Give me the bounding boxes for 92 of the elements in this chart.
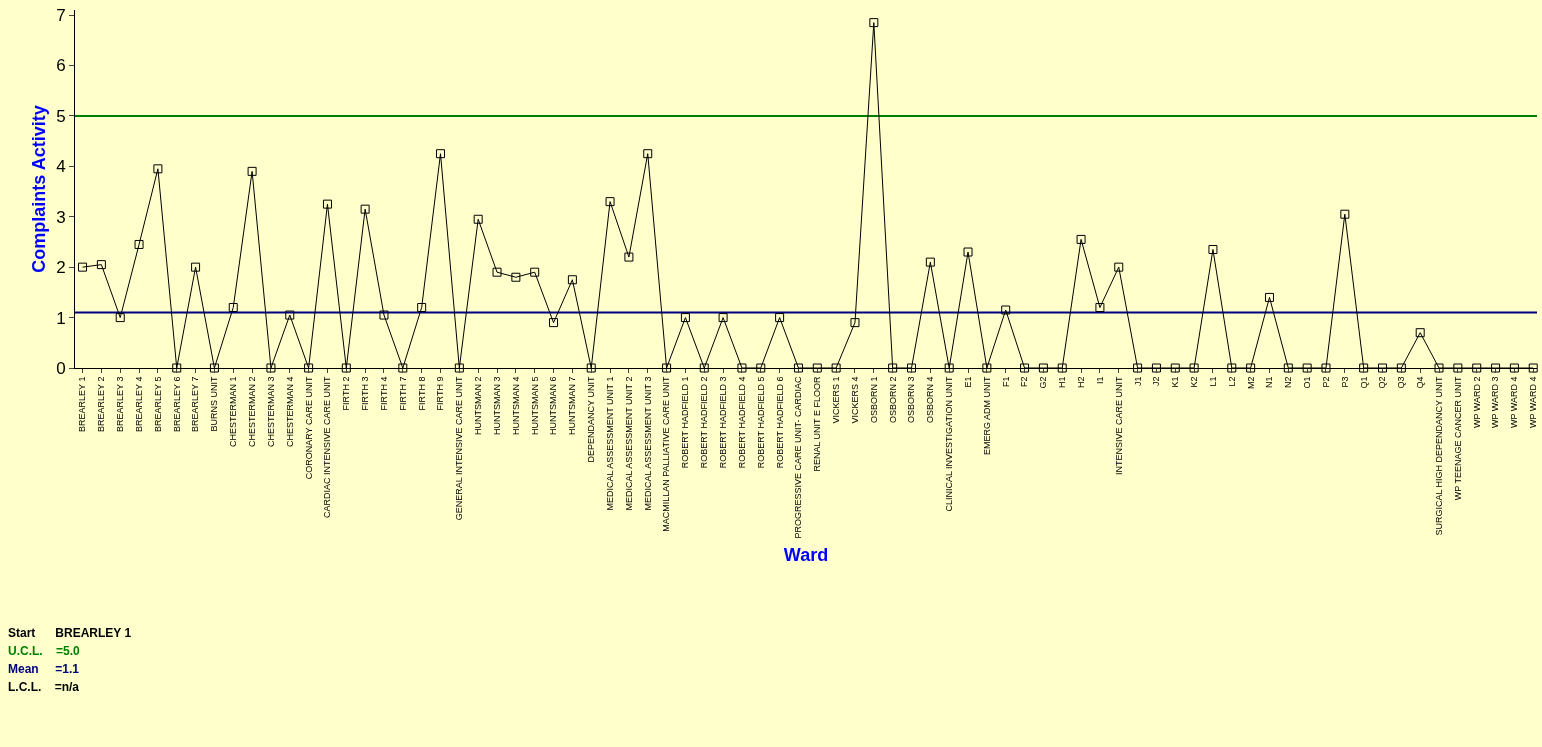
x-tick-label: MEDICAL ASSESSMENT UNIT 2 [623,376,634,511]
x-tick-label: DEPENDANCY UNIT [586,376,597,463]
x-tick-label: F2 [1019,376,1030,388]
x-tick-label: SURGICAL HIGH DEPENDANCY UNIT [1433,376,1444,536]
x-tick-label: FIRTH 7 [397,376,408,411]
x-tick-label: ROBERT HADFIELD 3 [718,376,729,469]
x-tick-label: G2 [1038,376,1049,389]
x-tick-label: GENERAL INTENSIVE CARE UNIT [454,376,465,521]
x-tick-label: HUNTSMAN 4 [510,376,521,436]
x-tick-label: INTENSIVE CARE UNIT [1113,376,1124,476]
x-tick-label: BREARLEY 5 [152,376,163,432]
x-tick-label: WP WARD 4 [1509,376,1520,429]
y-tick-label: 1 [56,308,66,328]
x-tick-label: VICKERS 4 [849,376,860,424]
x-tick-label: CHESTERMAN 2 [247,376,258,448]
x-tick-label: HUNTSMAN 3 [491,376,502,436]
x-tick-label: HUNTSMAN 2 [473,376,484,436]
x-tick-label: ROBERT HADFIELD 2 [699,376,710,469]
x-tick-label: I1 [1094,376,1105,385]
x-tick-label: L1 [1207,376,1218,387]
x-tick-label: CORONARY CARE UNIT [303,376,314,480]
x-tick-label: FIRTH 4 [378,376,389,411]
text: L.C.L. =n/a [8,680,80,694]
x-tick-label: BREARLEY 7 [190,376,201,432]
x-tick-label: MACMILLAN PALLIATIVE CARE UNIT [661,376,672,532]
x-tick-label: CHESTERMAN 1 [228,376,239,448]
x-tick-label: OSBORN 1 [868,376,879,424]
x-tick-label: H2 [1075,376,1086,389]
y-tick-label: 4 [56,157,66,177]
x-tick-label: P3 [1339,376,1350,388]
x-tick-label: FIRTH 2 [341,376,352,411]
x-tick-label: BREARLEY 3 [115,376,126,432]
x-tick-label: E1 [962,376,973,388]
x-tick-label: J2 [1151,376,1162,387]
x-tick-label: MEDICAL ASSESSMENT UNIT 3 [642,376,653,511]
x-tick-label: FIRTH 3 [360,376,371,411]
x-tick-label: BREARLEY 2 [96,376,107,432]
x-tick-label: N2 [1283,376,1294,389]
y-tick-label: 6 [56,56,66,76]
ref-line-label: Mean =1.1 [8,662,80,676]
x-tick-label: WP WARD 2 [1471,376,1482,429]
x-tick-label: K1 [1170,376,1181,388]
x-tick-label: OSBORN 2 [887,376,898,424]
x-tick-label: BREARLEY 6 [171,376,182,432]
x-tick-label: Q1 [1358,376,1369,389]
y-tick-label: 3 [56,207,66,227]
x-tick-label: CHESTERMAN 4 [284,376,295,448]
x-tick-label: M2 [1245,376,1256,390]
x-tick-label: CLINICAL INVESTIGATION UNIT [944,376,955,512]
x-tick-label: HUNTSMAN 5 [529,376,540,436]
x-axis-title: Ward [783,544,829,565]
x-tick-label: BREARLEY 1 [77,376,88,432]
x-tick-label: L2 [1226,376,1237,387]
x-tick-label: ROBERT HADFIELD 1 [680,376,691,469]
x-tick-label: Q4 [1415,376,1426,389]
x-tick-label: N1 [1264,376,1275,389]
x-tick-label: FIRTH 8 [416,376,427,411]
x-tick-label: OSBORN 3 [906,376,917,424]
x-tick-label: HUNTSMAN 7 [567,376,578,436]
y-tick-label: 7 [56,5,66,25]
x-tick-label: J1 [1132,376,1143,387]
x-tick-label: RENAL UNIT E FLOOR [812,376,823,472]
x-tick-label: BREARLEY 4 [133,376,144,432]
x-tick-label: HUNTSMAN 6 [548,376,559,436]
y-tick-label: 2 [56,258,66,278]
x-tick-label: WP WARD 4 [1528,376,1539,429]
x-tick-label: ROBERT HADFIELD 4 [736,376,747,469]
x-tick-label: P2 [1320,376,1331,388]
x-tick-label: ROBERT HADFIELD 5 [755,376,766,469]
x-tick-label: OSBORN 4 [925,376,936,424]
x-tick-label: O1 [1302,376,1313,389]
x-tick-label: Q2 [1377,376,1388,389]
x-tick-label: ROBERT HADFIELD 6 [774,376,785,469]
y-tick-label: 5 [56,106,66,126]
x-tick-label: WP TEENAGE CANCER UNIT [1452,376,1463,501]
x-tick-label: CARDIAC INTENSIVE CARE UNIT [322,376,333,519]
x-tick-label: PROGRESSIVE CARE UNIT- CARDIAC [793,376,804,539]
x-tick-label: CHESTERMAN 3 [265,376,276,448]
ref-line-label: U.C.L. =5.0 [8,644,81,658]
y-tick-label: 0 [56,358,66,378]
x-tick-label: EMERG ADM UNIT [981,376,992,456]
text: Start BREARLEY 1 [8,626,132,640]
x-tick-label: VICKERS 1 [831,376,842,424]
x-tick-label: H1 [1057,376,1068,389]
x-tick-label: FIRTH 9 [435,376,446,411]
x-tick-label: MEDICAL ASSESSMENT UNIT 1 [604,376,615,511]
x-tick-label: Q3 [1396,376,1407,389]
x-tick-label: F1 [1000,376,1011,388]
x-tick-label: BURNS UNIT [209,376,220,432]
x-tick-label: K2 [1189,376,1200,388]
x-tick-label: WP WARD 3 [1490,376,1501,429]
y-axis-title: Complaints Activity [29,105,50,273]
